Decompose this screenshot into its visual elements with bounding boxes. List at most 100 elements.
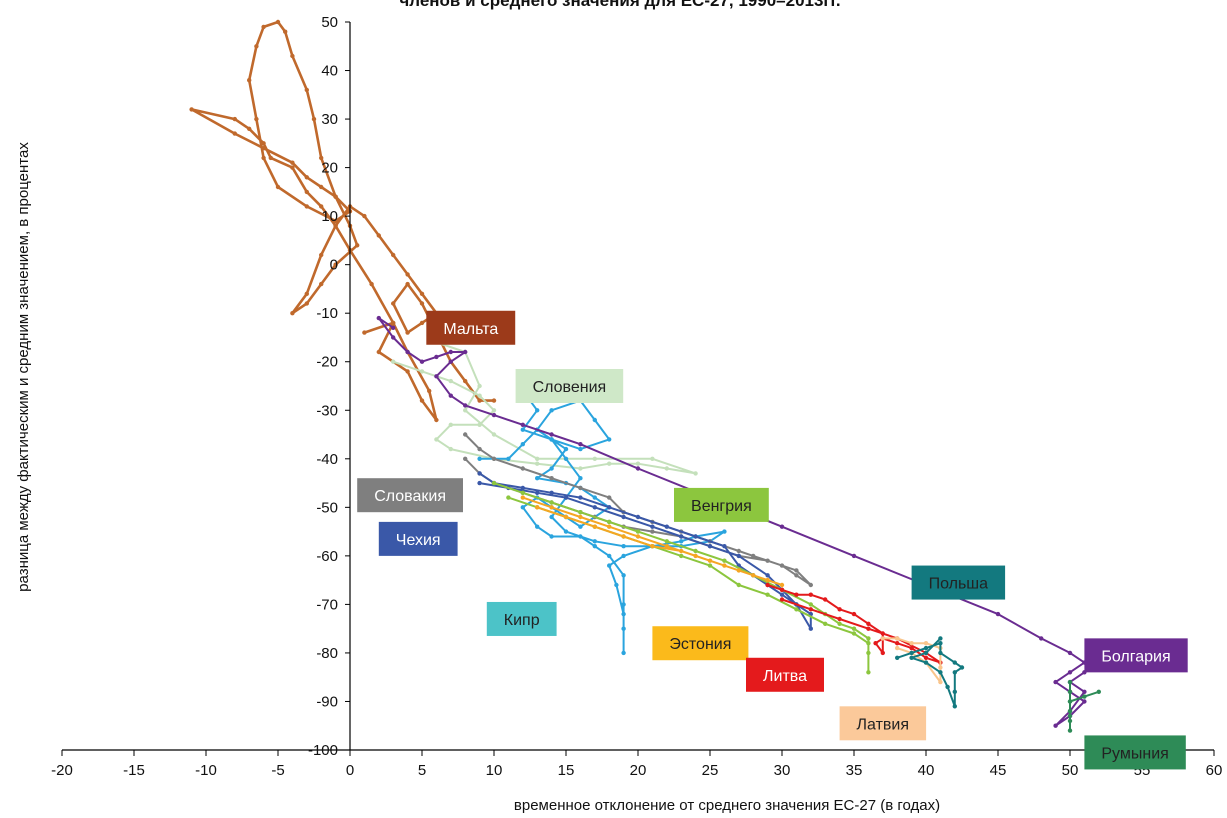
series-0-point (420, 301, 424, 305)
series-4-point (549, 491, 553, 495)
y-tick-label: 20 (321, 160, 338, 177)
series-2-point (607, 563, 611, 567)
series-10-point (1053, 724, 1057, 728)
series-5-point (866, 651, 870, 655)
x-tick-label: 5 (418, 762, 426, 779)
series-4-point (722, 544, 726, 548)
series-6-point (607, 525, 611, 529)
series-1-point (477, 394, 481, 398)
series-7-point (809, 593, 813, 597)
x-tick-label: 30 (774, 762, 791, 779)
series-6-point (535, 505, 539, 509)
series-9-point (953, 660, 957, 664)
series-4-point (765, 573, 769, 577)
series-1-point (535, 457, 539, 461)
series-1-point (391, 360, 395, 364)
y-tick-label: 50 (321, 14, 338, 31)
series-1-point (693, 471, 697, 475)
series-0-point (254, 44, 258, 48)
series-0-point (254, 117, 258, 121)
series-6-point (621, 534, 625, 538)
x-tick-label: -20 (51, 762, 73, 779)
series-0-point (391, 301, 395, 305)
y-tick-label: -70 (316, 596, 338, 613)
series-0-point (434, 418, 438, 422)
y-tick-label: 0 (330, 257, 338, 274)
legend-label-1: Словения (516, 369, 624, 403)
series-4-point (665, 525, 669, 529)
series-9-point (924, 651, 928, 655)
series-2-point (621, 573, 625, 577)
x-tick-label: 20 (630, 762, 647, 779)
series-2-point (521, 442, 525, 446)
series-3-point (463, 457, 467, 461)
series-2-point (578, 476, 582, 480)
chart-title: членов и среднего значения для ЕС-27, 19… (399, 0, 840, 10)
series-9-line (897, 638, 962, 706)
series-9-point (938, 670, 942, 674)
series-4-point (477, 481, 481, 485)
series-3-point (578, 486, 582, 490)
series-4-point (521, 486, 525, 490)
series-0-point (405, 272, 409, 276)
series-0-point (319, 253, 323, 257)
x-tick-label: 35 (846, 762, 863, 779)
series-4-point (780, 593, 784, 597)
legend-label-6: Эстония (652, 626, 748, 660)
series-2-point (549, 515, 553, 519)
y-tick-label: -60 (316, 548, 338, 565)
legend-label-11: Румыния (1084, 735, 1185, 769)
series-10-point (636, 466, 640, 470)
legend-label-text: Венгрия (691, 498, 752, 515)
series-1-point (492, 432, 496, 436)
series-0-point (405, 282, 409, 286)
y-tick-label: -50 (316, 499, 338, 516)
series-7-point (837, 617, 841, 621)
series-0-point (247, 127, 251, 131)
series-7-point (881, 631, 885, 635)
series-11-point (1068, 714, 1072, 718)
series-6-point (593, 525, 597, 529)
series-2-point (593, 539, 597, 543)
series-0-point (233, 117, 237, 121)
series-0-point (477, 398, 481, 402)
series-3-point (607, 495, 611, 499)
series-6-point (737, 568, 741, 572)
series-7-point (809, 607, 813, 611)
series-6-point (722, 563, 726, 567)
series-0-point (283, 30, 287, 34)
series-2-point (621, 627, 625, 631)
series-0-point (312, 117, 316, 121)
series-10-point (1082, 690, 1086, 694)
series-9-point (909, 656, 913, 660)
series-7-point (866, 627, 870, 631)
series-4-point (708, 544, 712, 548)
series-10-point (377, 316, 381, 320)
series-2-point (621, 612, 625, 616)
series-0-point (261, 25, 265, 29)
series-5-point (823, 622, 827, 626)
series-8-point (938, 680, 942, 684)
series-5-point (794, 607, 798, 611)
series-6-point (578, 515, 582, 519)
series-0-point (305, 190, 309, 194)
series-4-point (650, 525, 654, 529)
series-7-point (924, 656, 928, 660)
series-2-point (521, 505, 525, 509)
y-tick-label: 40 (321, 63, 338, 80)
series-6-point (679, 549, 683, 553)
series-0-point (233, 131, 237, 135)
series-4-point (535, 491, 539, 495)
x-tick-label: 0 (346, 762, 354, 779)
legend-label-text: Болгария (1101, 648, 1170, 665)
series-2-point (621, 544, 625, 548)
series-7-point (852, 612, 856, 616)
y-tick-label: -10 (316, 305, 338, 322)
series-3-point (650, 529, 654, 533)
series-6-point (708, 559, 712, 563)
series-5-point (809, 602, 813, 606)
series-0-point (305, 292, 309, 296)
series-2-point (549, 466, 553, 470)
series-9-point (895, 656, 899, 660)
series-6-point (636, 534, 640, 538)
